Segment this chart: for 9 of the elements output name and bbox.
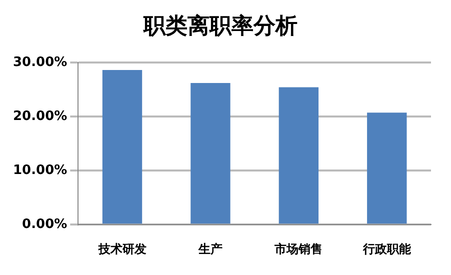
y-tick-label: 0.00% bbox=[22, 216, 68, 232]
chart-title: 职类离职率分析 bbox=[142, 12, 298, 39]
x-tick-label: 技术研发 bbox=[97, 242, 146, 256]
y-tick-label: 30.00% bbox=[12, 54, 68, 70]
x-tick-label: 行政职能 bbox=[362, 242, 412, 256]
x-tick-label: 市场销售 bbox=[274, 242, 323, 256]
y-tick-label: 20.00% bbox=[12, 108, 68, 124]
x-tick-label: 生产 bbox=[197, 242, 222, 256]
y-tick-label: 10.00% bbox=[12, 162, 68, 178]
